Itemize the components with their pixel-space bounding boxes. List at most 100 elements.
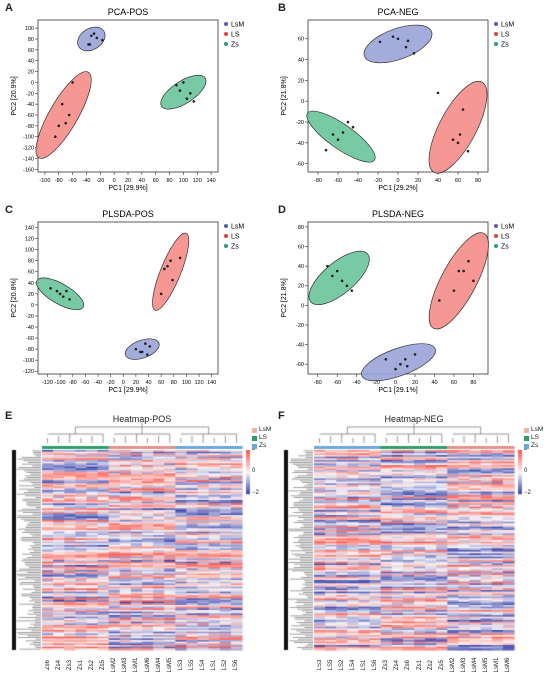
x-tick-label: 0 [394, 380, 397, 386]
x-tick-label: 80 [166, 178, 172, 184]
x-tick-label: 60 [158, 380, 164, 386]
heatmap-column-label: LS6 [233, 659, 240, 671]
point-ls [57, 124, 61, 128]
x-tick-label: 100 [179, 178, 188, 184]
plsda-neg-chart: PLSDA-NEG -80 -60 -40 -20 0 20 40 60 80 -60 -40 -20 0… [281, 209, 514, 394]
heatmap-legend-label: LS [531, 434, 539, 441]
heatmap-column-label: LsM1 [133, 657, 140, 673]
point-lsm [406, 39, 410, 43]
point-ls [163, 267, 166, 271]
y-tick-label: 60 [298, 37, 304, 43]
x-tick-label: -80 [314, 380, 322, 386]
ellipse-zs [160, 74, 207, 110]
y-tick-label: -100 [23, 135, 34, 141]
point-zs [341, 131, 345, 134]
heatmap-column-label: Zs2 [427, 660, 434, 671]
x-tick-label: -40 [94, 380, 102, 386]
y-tick-label: 60 [298, 245, 304, 251]
x-axis-label: PC1 [29.2%] [378, 185, 417, 192]
legend-marker-zs [494, 42, 498, 46]
y-tick-label: -60 [26, 336, 34, 342]
heatmap-column-label: LS5 [327, 659, 334, 671]
y-tick-label: -20 [26, 91, 34, 97]
point-zs [345, 284, 349, 288]
legend-marker-lsm [494, 22, 498, 26]
ellipse-lsm [77, 26, 106, 52]
x-tick-label: -60 [333, 380, 341, 386]
heatmap-pos-canvas [8, 412, 274, 680]
point-lsm [412, 52, 416, 55]
y-tick-label: 40 [28, 59, 34, 65]
x-tick-label: 60 [153, 178, 159, 184]
heatmap-column-label: Zs1 [77, 660, 84, 671]
y-tick-label: 100 [25, 248, 34, 254]
y-tick-label: 0 [301, 303, 304, 309]
point-lsm [378, 40, 382, 44]
x-tick-label: -120 [42, 380, 53, 386]
legend-label-zs: Zs [231, 42, 239, 49]
heatmap-column-label: LsM3 [122, 657, 129, 673]
heatmap-column-label: LsM6 [144, 657, 151, 673]
x-tick-label: 40 [139, 178, 145, 184]
legend-marker-lsm [224, 224, 228, 228]
point-ls [169, 259, 172, 262]
point-ls [462, 269, 465, 273]
x-tick-label: 140 [206, 178, 215, 184]
y-tick-label: 60 [28, 48, 34, 54]
point-lsm [144, 342, 147, 345]
heatmap-scale-label: 2 [524, 446, 528, 452]
x-tick-label: -20 [96, 178, 104, 184]
legend-marker-zs [494, 244, 498, 248]
heatmap-legend-label: Zs [531, 442, 539, 449]
x-tick-label: -80 [55, 178, 63, 184]
heatmap-pos-panel: Heatmap-POS Zs6 Zs4 Zs3 Zs1 Zs2 Zs5 LsM2 LsM3 LsM… [8, 412, 274, 680]
y-tick-label: -60 [26, 113, 34, 119]
point-lsm [95, 36, 99, 40]
x-tick-label: 20 [125, 178, 131, 184]
x-tick-label: -20 [107, 380, 115, 386]
heatmap-legend-swatch [524, 428, 529, 433]
y-tick-label: 0 [31, 80, 34, 86]
heatmap-scale-label: 2 [252, 446, 256, 452]
x-tick-label: 0 [122, 380, 125, 386]
point-ls [71, 81, 74, 84]
x-axis-label: PC1 [29.9%] [108, 387, 147, 394]
point-ls [452, 289, 456, 292]
pca-pos-chart: PCA-POS -100 -80 -60 -40 -20 0 20 40 60 80 100 120 14… [11, 7, 244, 192]
heatmap-column-label: Zs5 [100, 660, 107, 671]
heatmap-column-label: LS1 [361, 659, 367, 671]
legend-label-lsm: LsM [231, 22, 244, 29]
point-ls [436, 91, 440, 95]
x-tick-label: -40 [353, 380, 361, 386]
point-ls [458, 133, 462, 136]
point-lsm [92, 32, 96, 35]
y-tick-label: 80 [28, 259, 34, 265]
heatmap-column-label: Zs3 [66, 660, 73, 671]
y-tick-label: 80 [298, 225, 304, 231]
point-ls [457, 269, 461, 273]
y-tick-label: 0 [301, 99, 304, 105]
y-axis-label: PC2 [20.9%] [11, 76, 18, 115]
legend-label-ls: LS [231, 234, 240, 241]
y-tick-label: -100 [23, 358, 34, 364]
heatmap-title: Heatmap-POS [112, 414, 172, 424]
x-tick-label: 40 [431, 380, 437, 386]
heatmap-legend-label: LS [259, 434, 267, 441]
heatmap-column-label: LS5 [189, 659, 195, 671]
point-lsm [403, 357, 407, 361]
point-zs [189, 91, 192, 95]
x-tick-label: 100 [182, 380, 191, 386]
heatmap-column-label: LS1 [211, 659, 218, 671]
heatmap-column-label: Zs2 [89, 660, 95, 671]
point-lsm [404, 45, 408, 49]
point-lsm [139, 350, 142, 354]
x-tick-label: 20 [415, 178, 421, 184]
point-zs [49, 287, 52, 290]
heatmap-legend-swatch [252, 436, 257, 441]
x-tick-label: 80 [171, 380, 177, 386]
x-tick-label: 80 [470, 380, 476, 386]
x-tick-label: 60 [451, 380, 457, 386]
plsda-pos-chart: PLSDA-POS-120 -100 -80 -60 -40 -20 0 20 40 60 80 10… [11, 209, 244, 394]
legend-label-lsm: LsM [501, 224, 514, 231]
y-tick-label: 140 [25, 226, 34, 232]
